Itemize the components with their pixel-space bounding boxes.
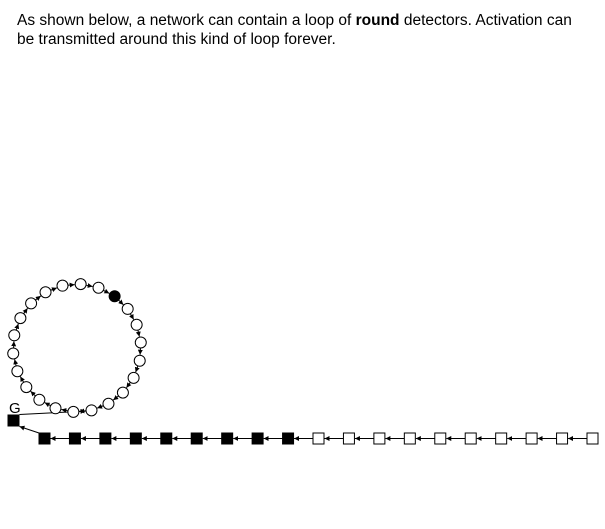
chain-detector — [68, 432, 81, 445]
loop-detector — [56, 279, 69, 292]
loop-detector — [11, 365, 24, 378]
chain-detector — [160, 432, 173, 445]
intro-bold-word: round — [355, 12, 400, 29]
loop-arrow — [50, 287, 58, 292]
loop-detector — [108, 290, 121, 303]
loop-detector — [85, 404, 98, 417]
loop-detector — [133, 354, 146, 367]
loop-detector — [20, 381, 33, 394]
connections — [11, 282, 587, 441]
chain-detector — [129, 432, 142, 445]
chain-detector — [38, 432, 51, 445]
intro-text: As shown below, a network can contain a … — [17, 12, 577, 49]
loop-arrow — [103, 288, 110, 294]
loop-arrow — [85, 283, 93, 288]
chain-detector — [525, 432, 538, 445]
loop-detector — [74, 278, 87, 291]
loop-arrow — [44, 402, 51, 408]
loop-arrow — [96, 404, 104, 409]
chain-detector — [342, 432, 355, 445]
loop-arrow — [14, 323, 20, 331]
chain-detector — [464, 432, 477, 445]
chain-detector — [495, 432, 508, 445]
loop-detector — [8, 329, 21, 342]
loop-arrow — [67, 282, 75, 288]
chain-detector — [586, 432, 599, 445]
detector-loop — [7, 278, 147, 418]
gate-label: G — [9, 400, 21, 417]
loop-arrow — [134, 365, 140, 373]
loop-detector — [67, 405, 80, 418]
chain-detector — [403, 432, 416, 445]
loop-arrow — [118, 299, 124, 306]
intro-text-after: detectors. Activation can be transmitted… — [17, 12, 572, 48]
loop-detector — [134, 336, 147, 349]
loop-detector — [39, 286, 52, 299]
loop-detector — [102, 397, 115, 410]
loop-detector — [92, 281, 105, 294]
loop-detector — [33, 393, 46, 406]
loop-detector — [127, 371, 140, 384]
chain-detector — [434, 432, 447, 445]
loop-detector — [14, 312, 27, 325]
loop-arrow — [13, 359, 19, 366]
chain-detector — [221, 432, 234, 445]
chain-detector — [282, 432, 295, 445]
loop-detector — [116, 386, 129, 399]
chain-to-gate-arrow — [19, 425, 40, 434]
chain-detector — [312, 432, 325, 445]
loop-detector — [7, 347, 20, 360]
detector-chain — [38, 432, 599, 445]
loop-arrow — [30, 390, 36, 397]
chain-detector — [251, 432, 264, 445]
loop-arrow — [61, 408, 69, 413]
loop-arrow — [129, 313, 135, 320]
loop-detector — [121, 302, 134, 315]
gate-detector — [7, 414, 20, 427]
loop-arrow — [126, 382, 132, 389]
loop-detector — [49, 402, 62, 415]
loop-arrow — [112, 395, 119, 401]
loop-detector — [130, 318, 143, 331]
loop-arrow — [35, 295, 42, 301]
chain-detector — [99, 432, 112, 445]
intro-text-before: As shown below, a network can contain a … — [17, 12, 356, 29]
loop-arrow — [135, 330, 141, 337]
chain-detector — [556, 432, 569, 445]
chain-detector — [190, 432, 203, 445]
loop-arrow — [22, 307, 28, 314]
loop-arrow — [19, 376, 25, 383]
loop-detector — [25, 297, 38, 310]
chain-detector — [373, 432, 386, 445]
